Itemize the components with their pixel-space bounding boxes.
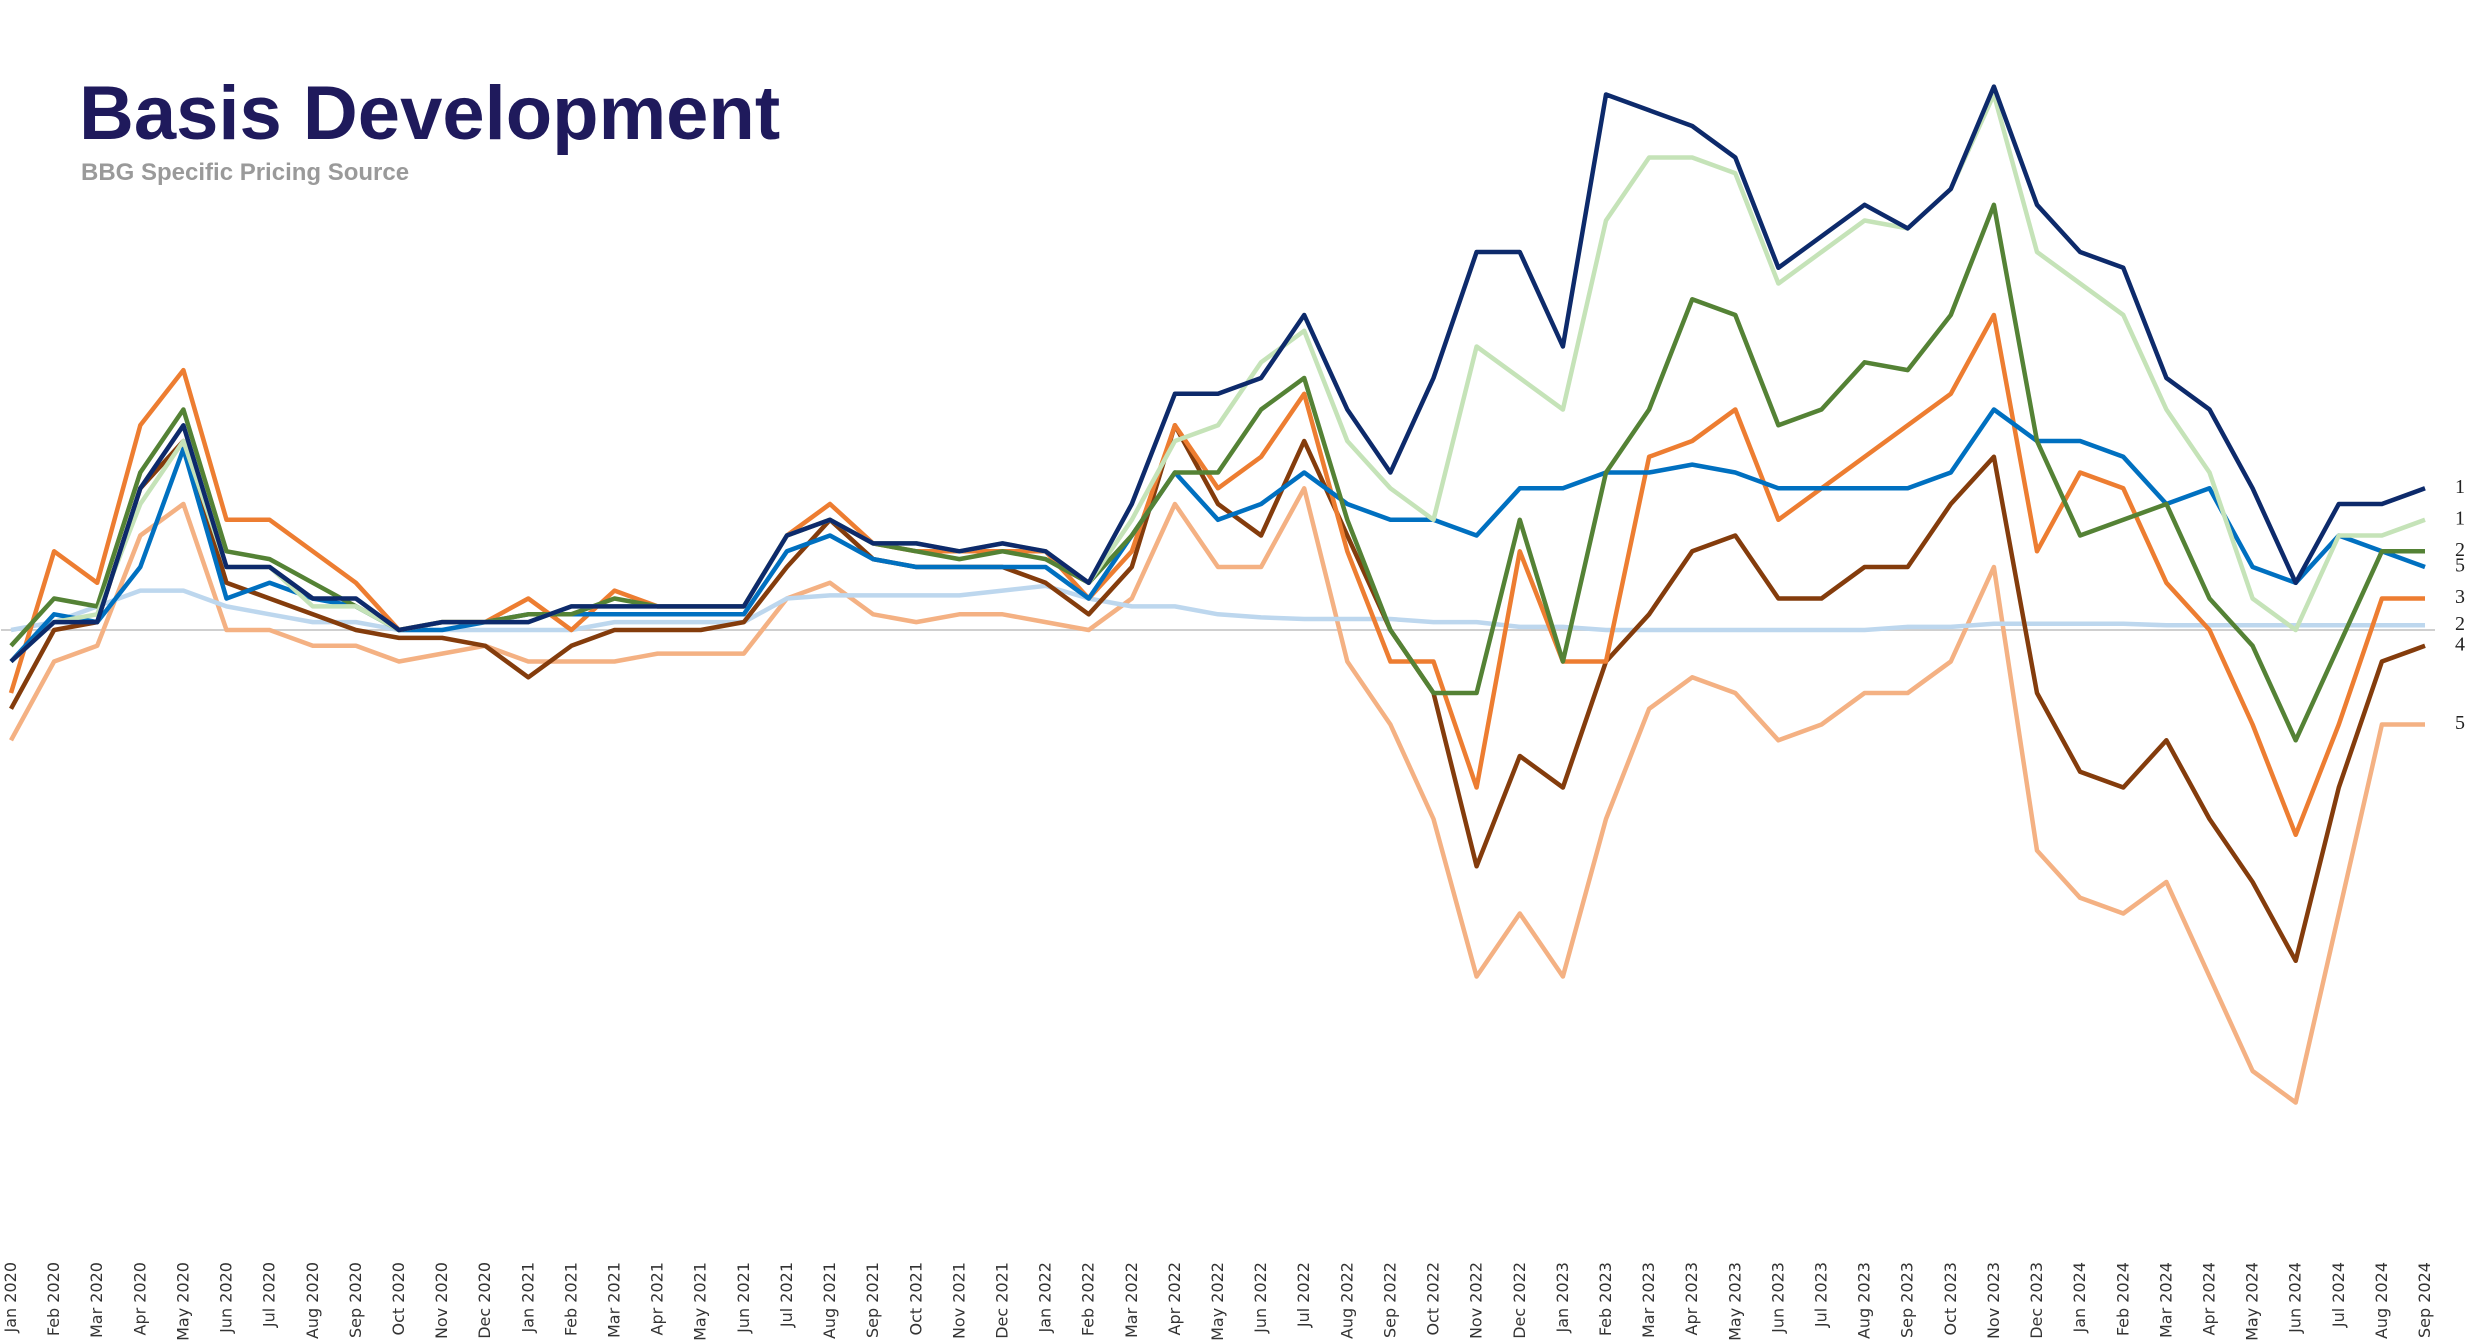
series-end-label: 1 — [2455, 507, 2465, 529]
series-line — [9, 486, 2425, 1105]
series-line — [9, 84, 2426, 664]
x-tick-label: Oct 2022 — [1424, 1262, 1443, 1335]
x-tick-label: Apr 2021 — [648, 1262, 667, 1335]
x-tick-label: Nov 2022 — [1467, 1262, 1486, 1339]
series-line — [9, 407, 2426, 664]
x-tick-label: Apr 2022 — [1165, 1262, 1184, 1335]
x-tick-label: Apr 2023 — [1682, 1262, 1701, 1335]
x-tick-label: Jun 2023 — [1768, 1262, 1787, 1334]
x-tick-label: Jul 2024 — [2329, 1262, 2348, 1328]
x-tick-label: Jun 2020 — [217, 1262, 236, 1334]
x-tick-label: Aug 2024 — [2372, 1262, 2391, 1339]
series-line — [9, 202, 2425, 743]
x-tick-label: Dec 2023 — [2027, 1262, 2046, 1339]
x-tick-label: Feb 2020 — [44, 1262, 63, 1336]
x-tick-label: Sep 2023 — [1898, 1262, 1917, 1338]
x-tick-label: May 2020 — [173, 1262, 192, 1340]
x-tick-label: Feb 2022 — [1079, 1262, 1098, 1336]
x-tick-label: Mar 2022 — [1122, 1262, 1141, 1338]
x-tick-label: Aug 2022 — [1337, 1262, 1356, 1339]
x-tick-label: Nov 2021 — [949, 1262, 968, 1339]
x-tick-label: Apr 2020 — [130, 1262, 149, 1335]
x-tick-label: Oct 2023 — [1941, 1262, 1960, 1335]
series-line — [9, 423, 2426, 964]
chart-subtitle: BBG Specific Pricing Source — [81, 159, 409, 186]
series-end-label: 5 — [2455, 555, 2465, 577]
x-tick-label: Sep 2024 — [2415, 1262, 2434, 1338]
x-tick-label: Dec 2022 — [1510, 1262, 1529, 1339]
series-end-label: 4 — [2455, 633, 2465, 655]
x-tick-label: May 2024 — [2243, 1262, 2262, 1340]
x-tick-label: Jun 2021 — [734, 1262, 753, 1334]
series-end-label: 2 — [2455, 613, 2465, 635]
series-end-label: 1 — [2455, 476, 2465, 498]
x-tick-label: Jan 2021 — [518, 1262, 537, 1333]
x-tick-label: Jul 2022 — [1294, 1262, 1313, 1328]
x-tick-label: Aug 2020 — [303, 1262, 322, 1339]
x-tick-label: Jun 2022 — [1251, 1262, 1270, 1334]
x-tick-label: May 2021 — [691, 1262, 710, 1340]
x-tick-label: Feb 2024 — [2113, 1262, 2132, 1336]
series-end-label: 2 — [2455, 539, 2465, 561]
x-tick-label: Mar 2024 — [2156, 1262, 2175, 1338]
x-tick-label: Sep 2021 — [863, 1262, 882, 1338]
x-tick-label: Apr 2024 — [2199, 1262, 2218, 1335]
x-tick-label: Jan 2020 — [1, 1262, 20, 1333]
x-tick-label: Jul 2021 — [777, 1262, 796, 1328]
x-tick-label: Oct 2020 — [389, 1262, 408, 1335]
x-tick-label: Jul 2020 — [260, 1262, 279, 1328]
x-tick-label: Feb 2023 — [1596, 1262, 1615, 1336]
x-tick-label: Nov 2023 — [1984, 1262, 2003, 1339]
x-tick-label: May 2023 — [1725, 1262, 1744, 1340]
x-tick-label: Aug 2023 — [1855, 1262, 1874, 1339]
x-tick-label: Mar 2021 — [605, 1262, 624, 1338]
chart-title: Basis Development — [79, 71, 780, 156]
x-tick-label: Jan 2022 — [1036, 1262, 1055, 1333]
x-tick-label: Aug 2021 — [820, 1262, 839, 1339]
x-tick-label: Sep 2020 — [346, 1262, 365, 1338]
x-tick-label: Jun 2024 — [2286, 1262, 2305, 1334]
series-line — [10, 583, 2425, 633]
x-tick-label: Mar 2023 — [1639, 1262, 1658, 1338]
series-end-label: 5 — [2455, 712, 2465, 734]
x-tick-label: Dec 2021 — [992, 1262, 1011, 1339]
series-end-label: 3 — [2455, 586, 2465, 608]
x-tick-label: May 2022 — [1208, 1262, 1227, 1340]
x-tick-label: Mar 2020 — [87, 1262, 106, 1338]
x-tick-label: Jan 2023 — [1553, 1262, 1572, 1333]
x-tick-label: Jan 2024 — [2070, 1262, 2089, 1333]
x-tick-label: Nov 2020 — [432, 1262, 451, 1339]
x-tick-label: Feb 2021 — [561, 1262, 580, 1336]
x-tick-label: Sep 2022 — [1380, 1262, 1399, 1338]
x-tick-label: Jul 2023 — [1812, 1262, 1831, 1328]
x-tick-label: Dec 2020 — [475, 1262, 494, 1339]
x-tick-label: Oct 2021 — [906, 1262, 925, 1335]
